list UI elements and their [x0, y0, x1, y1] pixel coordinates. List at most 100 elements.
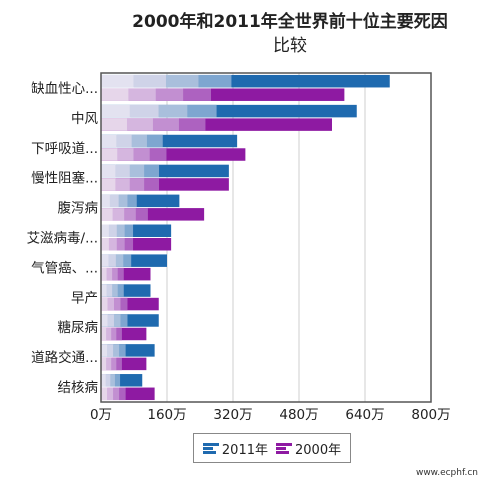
bar-shade-segment — [116, 238, 126, 251]
bar-shade-segment — [106, 284, 113, 297]
bar-shade-segment — [101, 238, 110, 251]
bar-2011-9[interactable] — [101, 344, 155, 357]
bar-2011-5[interactable] — [101, 224, 172, 238]
bar-2000-0[interactable] — [101, 88, 345, 101]
bar-shade-segment — [101, 74, 134, 88]
bar-shade-segment — [187, 104, 217, 118]
bar-shade-segment — [124, 238, 134, 251]
plot-frame — [100, 72, 432, 403]
category-label-4: 腹泻病 — [58, 200, 99, 217]
bar-icon-purple — [276, 442, 292, 454]
bar-2011-2[interactable] — [101, 134, 238, 148]
bar-shade-segment — [109, 194, 120, 208]
bar-2000-5[interactable] — [101, 238, 172, 251]
bar-shade-segment — [146, 134, 163, 148]
bar-shade-segment — [114, 374, 121, 387]
bar-2000-1[interactable] — [101, 118, 332, 131]
bar-shade-segment — [112, 284, 119, 297]
category-label-10: 结核病 — [58, 380, 99, 396]
bar-shade-segment — [128, 88, 157, 101]
bar-shade-segment — [101, 88, 129, 101]
bar-shade-segment — [118, 194, 128, 208]
bar-2011-10[interactable] — [101, 374, 143, 387]
bar-2000-2[interactable] — [101, 148, 246, 161]
bar-shade-segment — [123, 254, 132, 267]
legend-item-2000[interactable]: 2000年 — [276, 439, 341, 458]
bar-shade-segment — [101, 254, 109, 267]
bar-shade-segment — [116, 134, 133, 148]
bar-icon-blue — [202, 442, 219, 454]
chart-title-line2: 比较 — [273, 36, 307, 56]
bar-shade-segment — [116, 327, 122, 341]
bar-2000-3[interactable] — [101, 178, 229, 191]
bar-shade-segment — [101, 374, 107, 387]
bar-2011-7[interactable] — [101, 284, 151, 297]
legend-label-2011: 2011年 — [221, 442, 268, 458]
bar-shade-segment — [113, 387, 120, 401]
legend-label-2000: 2000年 — [295, 442, 342, 458]
bar-shade-segment — [101, 194, 111, 208]
bar-2000-6[interactable] — [101, 267, 151, 281]
bar-shade-segment — [124, 224, 134, 237]
bar-shade-segment — [101, 357, 107, 371]
bar-shade-segment — [101, 148, 118, 161]
x-tick-label-3: 480万 — [279, 407, 318, 423]
x-tick-label-4: 640万 — [345, 407, 384, 423]
bar-shade-segment — [112, 208, 125, 221]
bar-shade-segment — [101, 344, 108, 357]
bar-shade-segment — [129, 104, 160, 118]
bar-shade-segment — [183, 88, 212, 101]
bar-shade-segment — [113, 314, 121, 327]
bar-shade-segment — [119, 344, 126, 357]
bar-shade-segment — [113, 297, 121, 311]
bar-shade-segment — [116, 224, 126, 237]
bar-shade-segment — [115, 164, 131, 178]
bar-2000-4[interactable] — [101, 208, 205, 221]
chart-title: 2000年和2011年全世界前十位主要死因 比较 — [100, 10, 480, 58]
bar-2011-1[interactable] — [101, 104, 357, 118]
bar-2011-0[interactable] — [101, 74, 390, 88]
bar-shade-segment — [101, 224, 110, 237]
category-label-5: 艾滋病毒/... — [27, 231, 98, 247]
bar-shade-segment — [129, 164, 145, 178]
bar-2011-6[interactable] — [101, 254, 167, 267]
x-tick-label-0: 0万 — [90, 407, 112, 423]
bar-shade-segment — [107, 387, 114, 401]
bar-shade-segment — [101, 267, 108, 281]
bar-shade-segment — [127, 194, 137, 208]
bar-shade-segment — [101, 178, 116, 191]
legend: 2011年 2000年 — [193, 433, 351, 463]
x-tick-label-1: 160万 — [147, 407, 186, 423]
bar-shade-segment — [112, 267, 119, 281]
bar-shade-segment — [158, 104, 188, 118]
bar-shade-segment — [135, 208, 148, 221]
bar-2000-7[interactable] — [101, 297, 159, 311]
x-tick-label-5: 800万 — [411, 407, 450, 423]
bar-shade-segment — [101, 134, 117, 148]
bar-shade-segment — [116, 357, 122, 371]
bar-shade-segment — [107, 314, 115, 327]
category-label-9: 道路交通... — [31, 349, 98, 366]
bar-2000-8[interactable] — [101, 327, 147, 341]
bar-2011-8[interactable] — [101, 314, 159, 327]
bar-shade-segment — [101, 297, 108, 311]
bar-shade-segment — [124, 208, 137, 221]
bar-shade-segment — [106, 267, 113, 281]
bar-shade-segment — [165, 74, 199, 88]
bar-shade-segment — [105, 374, 111, 387]
bar-2000-9[interactable] — [101, 357, 147, 371]
legend-item-2011[interactable]: 2011年 — [202, 439, 268, 458]
category-label-8: 糖尿病 — [58, 320, 99, 336]
watermark: www.ecphf.cn — [415, 468, 478, 478]
bar-shade-segment — [155, 88, 184, 101]
bar-shade-segment — [106, 357, 112, 371]
bar-shade-segment — [101, 164, 116, 178]
bar-2011-4[interactable] — [101, 194, 180, 208]
bar-shade-segment — [198, 74, 232, 88]
bar-2011-3[interactable] — [101, 164, 229, 178]
bar-shade-segment — [108, 224, 118, 237]
bar-shade-segment — [101, 118, 128, 131]
bar-shade-segment — [111, 357, 117, 371]
bar-shade-segment — [101, 314, 108, 327]
bar-2000-10[interactable] — [101, 387, 155, 401]
